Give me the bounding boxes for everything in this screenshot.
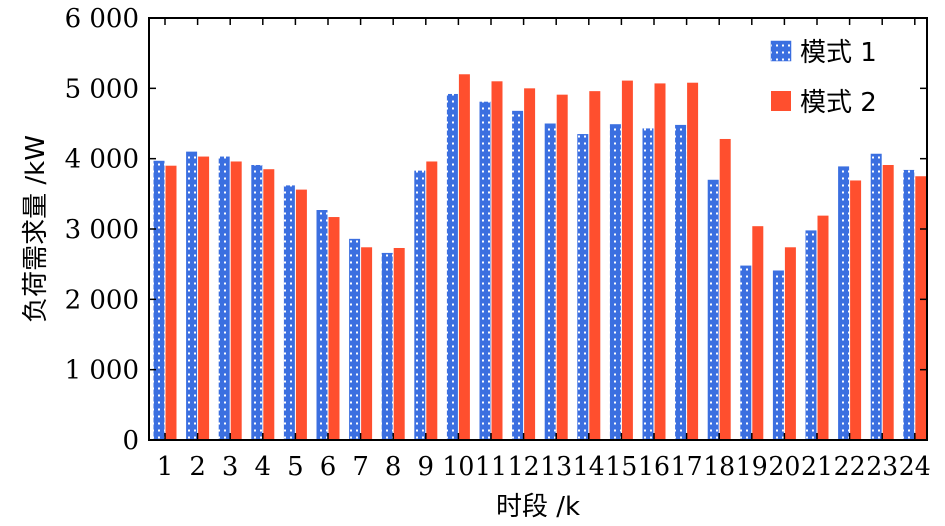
bar-series-1-2 <box>186 151 198 440</box>
x-tick-label-23: 23 <box>866 452 898 482</box>
bar-series-2-13 <box>556 94 568 440</box>
x-tick-label-10: 10 <box>442 452 474 482</box>
x-tick-label-8: 8 <box>385 452 402 482</box>
x-tick-label-19: 19 <box>736 452 768 482</box>
bar-series-2-4 <box>263 169 275 440</box>
bar-series-2-12 <box>524 88 536 440</box>
x-tick-label-18: 18 <box>703 452 735 482</box>
legend-swatch-series-2 <box>771 91 791 111</box>
legend-swatch-series-1 <box>770 40 792 62</box>
bar-series-1-15 <box>609 124 621 440</box>
legend-label-series-2: 模式 2 <box>800 88 877 118</box>
bar-series-1-20 <box>772 270 784 440</box>
bar-series-2-24 <box>915 176 927 440</box>
x-tick-label-14: 14 <box>573 452 605 482</box>
bar-series-1-18 <box>707 179 719 440</box>
legend-label-series-1: 模式 1 <box>800 38 877 68</box>
x-tick-label-21: 21 <box>801 452 833 482</box>
bar-series-2-21 <box>817 215 829 440</box>
bar-series-1-1 <box>153 160 165 440</box>
x-tick-label-24: 24 <box>899 452 931 482</box>
bar-series-2-3 <box>230 161 242 441</box>
bar-series-1-24 <box>903 169 915 441</box>
bar-series-1-22 <box>838 166 850 441</box>
bars-layer <box>153 74 927 441</box>
bar-series-2-16 <box>654 83 666 440</box>
x-tick-label-15: 15 <box>605 452 637 482</box>
x-tick-label-12: 12 <box>508 452 540 482</box>
y-axis: 0 1 000 2 000 3 000 4 000 5 000 6 000 <box>65 4 927 456</box>
x-tick-label-1: 1 <box>157 452 174 482</box>
x-axis: 1 2 3 4 5 6 7 8 9 10 11 12 13 14 15 16 17 18 19 20 21 22 23 24 <box>157 18 931 482</box>
bar-series-2-18 <box>719 138 731 440</box>
bar-series-1-8 <box>381 252 393 440</box>
x-tick-label-16: 16 <box>638 452 670 482</box>
y-axis-title: 负荷需求量 /kW <box>21 135 51 323</box>
bar-series-1-12 <box>512 110 524 440</box>
bar-series-1-23 <box>870 153 882 440</box>
legend: 模式 1 模式 2 <box>770 38 877 118</box>
bar-series-1-7 <box>349 238 361 440</box>
bar-series-2-20 <box>784 247 796 440</box>
x-tick-label-11: 11 <box>475 452 507 482</box>
y-tick-label: 0 <box>122 426 139 456</box>
x-tick-label-7: 7 <box>352 452 369 482</box>
bar-series-2-14 <box>589 91 601 440</box>
bar-series-1-5 <box>283 185 295 440</box>
y-tick-label: 1 000 <box>65 356 139 386</box>
x-tick-label-13: 13 <box>540 452 572 482</box>
y-tick-label: 5 000 <box>65 74 139 104</box>
bar-series-1-16 <box>642 128 654 440</box>
x-tick-label-4: 4 <box>255 452 272 482</box>
x-tick-label-3: 3 <box>222 452 239 482</box>
x-axis-title: 时段 /k <box>496 492 580 522</box>
bar-series-2-11 <box>491 81 503 441</box>
bar-series-2-23 <box>882 164 894 440</box>
x-tick-label-17: 17 <box>671 452 703 482</box>
x-tick-label-6: 6 <box>320 452 337 482</box>
y-tick-label: 3 000 <box>65 215 139 245</box>
x-tick-label-2: 2 <box>189 452 206 482</box>
bar-series-2-22 <box>850 180 862 440</box>
bar-series-2-6 <box>328 217 340 440</box>
bar-series-2-8 <box>393 247 405 440</box>
bar-series-1-17 <box>675 124 687 440</box>
bar-series-2-1 <box>165 165 177 440</box>
bar-series-1-3 <box>218 156 230 440</box>
y-tick-label: 6 000 <box>65 4 139 34</box>
y-tick-label: 2 000 <box>65 285 139 315</box>
bar-series-1-21 <box>805 230 817 440</box>
x-tick-label-20: 20 <box>768 452 800 482</box>
bar-series-1-11 <box>479 101 491 441</box>
bar-series-2-10 <box>458 74 470 441</box>
bar-series-2-17 <box>687 82 699 440</box>
bar-series-2-15 <box>621 80 633 440</box>
bar-series-1-9 <box>414 170 426 440</box>
bar-series-1-19 <box>740 265 752 440</box>
bar-series-2-9 <box>426 161 438 441</box>
bar-series-2-5 <box>295 189 307 440</box>
bar-series-1-4 <box>251 164 263 440</box>
bar-series-1-14 <box>577 134 589 441</box>
bar-series-1-6 <box>316 210 328 440</box>
x-tick-label-22: 22 <box>834 452 866 482</box>
bar-series-2-2 <box>198 156 210 440</box>
y-tick-label: 4 000 <box>65 145 139 175</box>
bar-series-2-19 <box>752 226 764 440</box>
x-tick-label-5: 5 <box>287 452 304 482</box>
bar-series-1-13 <box>544 123 556 440</box>
x-tick-label-9: 9 <box>418 452 435 482</box>
bar-series-2-7 <box>361 247 373 440</box>
bar-series-1-10 <box>446 93 458 441</box>
